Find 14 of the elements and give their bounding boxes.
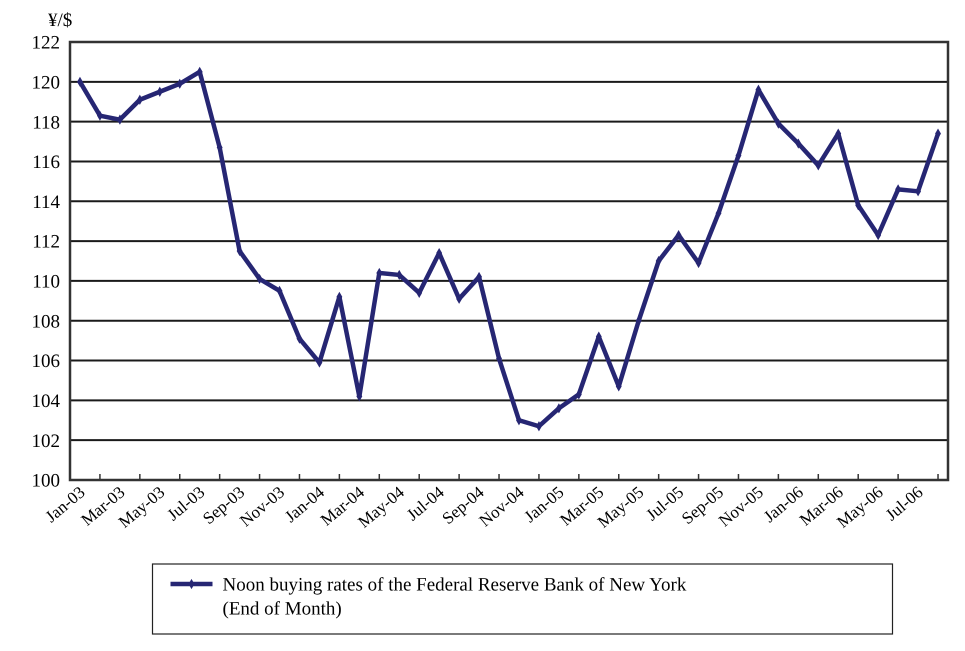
y-axis-title: ¥/$ — [48, 10, 72, 31]
y-tick-label: 120 — [32, 72, 60, 94]
y-tick-label: 114 — [32, 192, 60, 213]
y-tick-label: 100 — [32, 470, 60, 492]
y-tick-label: 118 — [32, 112, 60, 134]
y-tick-label: 104 — [32, 391, 60, 412]
y-tick-label: 108 — [32, 311, 60, 332]
y-tick-label: 102 — [32, 430, 60, 452]
y-tick-label: 112 — [32, 232, 60, 253]
y-tick-label: 116 — [32, 152, 60, 174]
y-tick-label: 122 — [32, 32, 60, 54]
y-tick-label: 110 — [32, 272, 60, 293]
legend-label: Noon buying rates of the Federal Reserve Bank of New York (End of Month) — [222, 574, 687, 620]
y-tick-label: 106 — [32, 351, 60, 372]
